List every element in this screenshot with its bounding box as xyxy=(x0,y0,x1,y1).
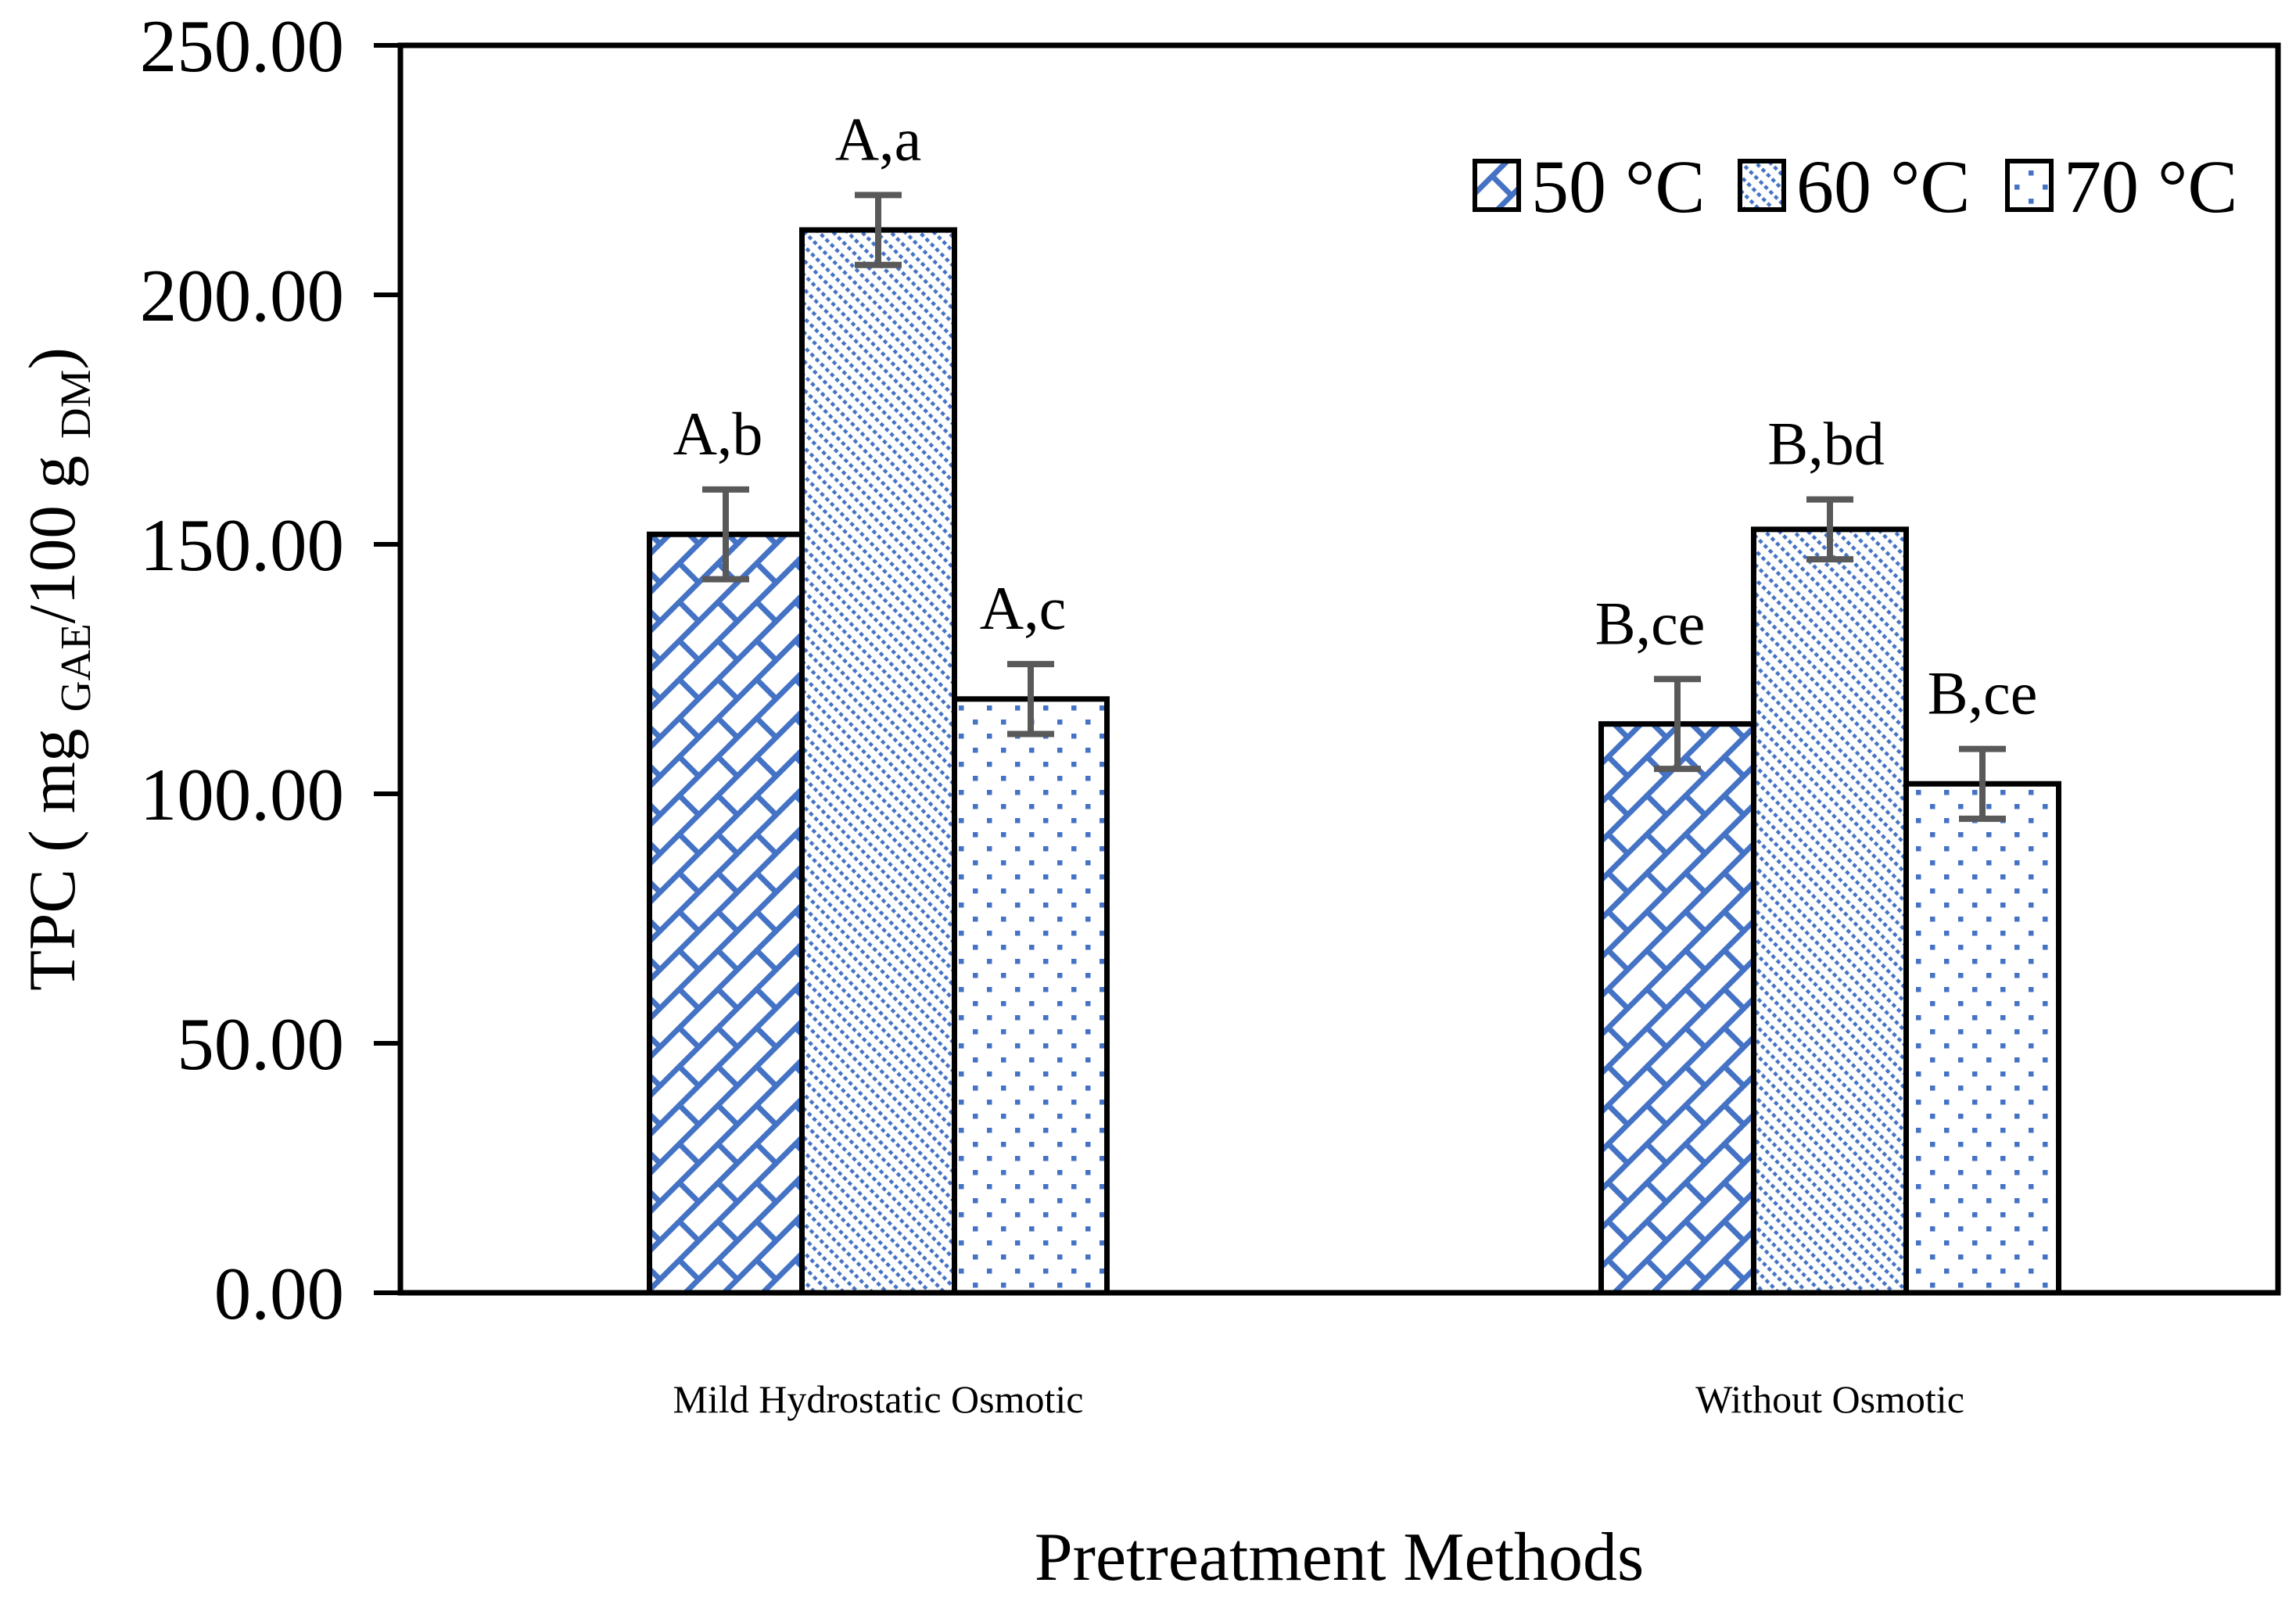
y-tick-label: 150.00 xyxy=(140,504,344,587)
legend-label: 60 °C xyxy=(1796,145,1970,228)
y-axis-title-part: ) xyxy=(16,347,89,369)
y-axis-title-part: /100 g xyxy=(16,439,89,623)
significance-label: A,b xyxy=(673,400,763,468)
significance-label: A,c xyxy=(980,574,1066,642)
significance-label: B,ce xyxy=(1928,659,2038,727)
bar-series0-group0 xyxy=(647,531,805,1296)
x-axis-title: Pretreatment Methods xyxy=(1035,1520,1645,1595)
legend-swatch xyxy=(1473,159,1521,212)
legend-label: 50 °C xyxy=(1531,145,1705,228)
y-tick-label: 50.00 xyxy=(177,1003,344,1086)
bar-series1-group0 xyxy=(799,227,957,1296)
x-category-label: Mild Hydrostatic Osmotic xyxy=(673,1377,1084,1421)
legend-swatch xyxy=(1738,159,1786,212)
y-tick-label: 250.00 xyxy=(140,5,344,88)
y-tick-label: 100.00 xyxy=(140,753,344,836)
bar-series0-group1 xyxy=(1598,721,1756,1296)
y-tick-label: 0.00 xyxy=(214,1252,344,1335)
y-axis-title-subscript: DM xyxy=(52,369,99,439)
significance-label: B,ce xyxy=(1595,589,1706,657)
y-axis-title-subscript: GAE xyxy=(52,623,99,712)
x-category-label: Without Osmotic xyxy=(1695,1377,1964,1421)
y-axis-title: TPC ( mg GAE/100 g DM) xyxy=(16,347,99,991)
legend-label: 70 °C xyxy=(2064,145,2237,228)
bar-series2-group0 xyxy=(952,696,1110,1296)
significance-label: B,bd xyxy=(1767,410,1885,478)
y-axis-title-part: TPC ( mg xyxy=(16,712,89,991)
y-tick-label: 200.00 xyxy=(140,254,344,337)
legend-swatch xyxy=(2005,159,2054,212)
bar-series2-group1 xyxy=(1903,781,2061,1296)
significance-label: A,a xyxy=(835,105,921,173)
bar-series1-group1 xyxy=(1751,526,1909,1296)
plot-frame xyxy=(397,42,2281,1296)
